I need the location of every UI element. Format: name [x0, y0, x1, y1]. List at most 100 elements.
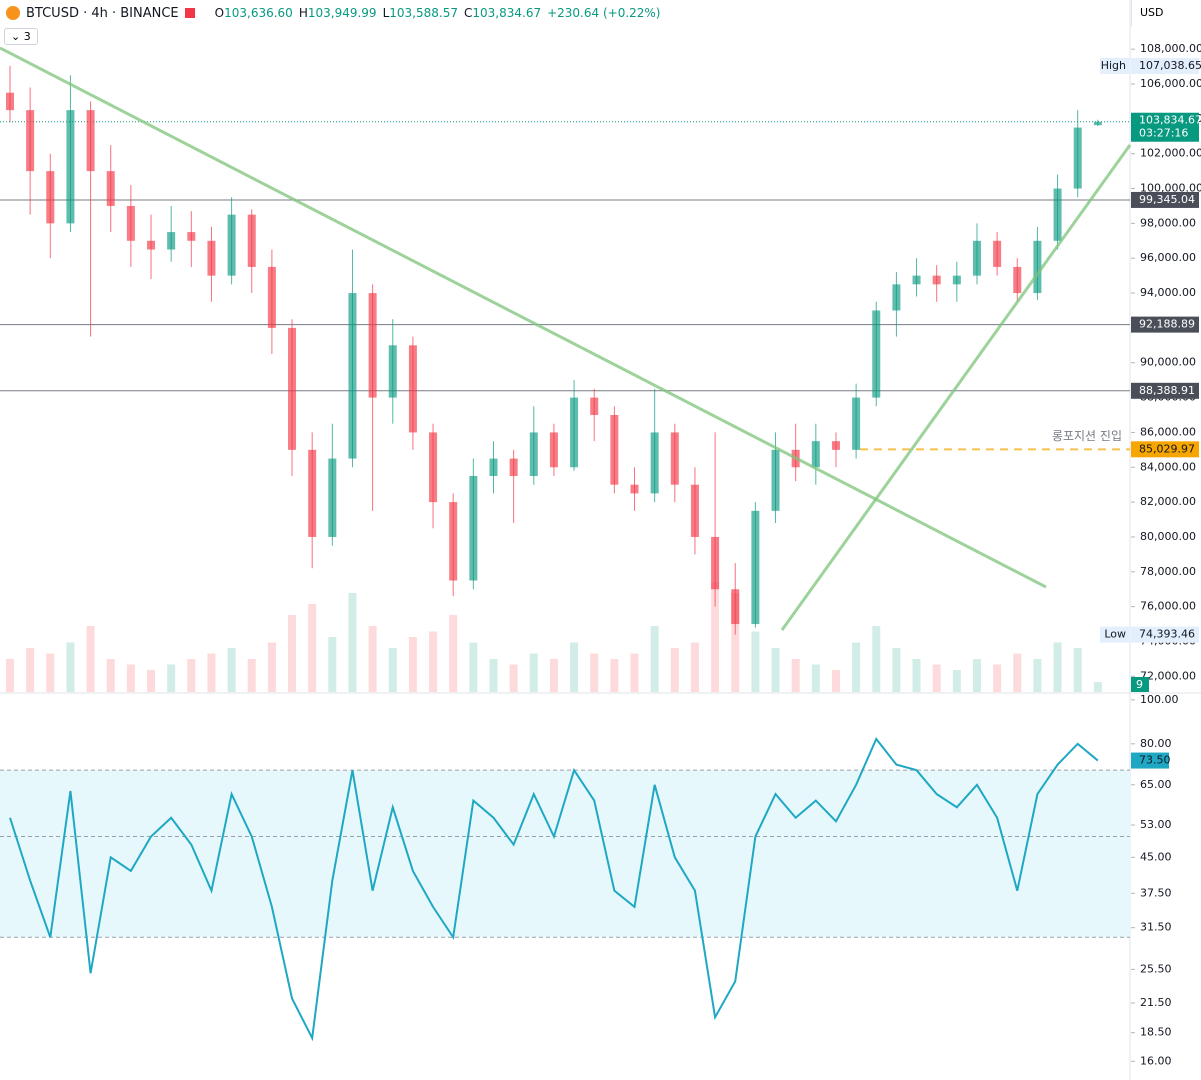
candle-body — [590, 397, 599, 416]
volume-bar — [1093, 682, 1102, 692]
volume-bar — [771, 648, 780, 692]
symbol[interactable]: BTCUSD · 4h · BINANCE — [26, 5, 179, 21]
y-tick-label: 108,000.00 — [1140, 42, 1201, 55]
volume-bar — [267, 642, 276, 692]
plot: 롱포지션 진입108,000.00106,000.00104,000.00102… — [0, 42, 1201, 1067]
volume-bar — [610, 659, 619, 692]
countdown: 03:27:16 — [1139, 127, 1188, 140]
candle-body — [388, 345, 397, 398]
volume-bar — [690, 642, 699, 692]
level-annotation: 롱포지션 진입 — [1052, 429, 1122, 443]
candle-body — [1033, 240, 1042, 294]
volume-bar — [751, 631, 760, 692]
volume-bar — [167, 664, 176, 692]
candle-body — [328, 458, 337, 537]
volume-bar — [469, 642, 478, 692]
candle-body — [912, 275, 921, 285]
indicator-toggle[interactable]: ⌄ 3 — [4, 28, 38, 45]
o-value: 103,636.60 — [224, 6, 293, 20]
candle-body — [852, 397, 861, 450]
candle-body — [66, 110, 75, 224]
y-tick-label: 21.50 — [1140, 996, 1172, 1009]
y-tick-label: 94,000.00 — [1140, 286, 1196, 299]
volume-bar — [429, 631, 438, 692]
level-label-box — [1131, 191, 1199, 208]
price-label: 107,038.65 — [1139, 59, 1201, 72]
volume-bar — [831, 670, 840, 692]
candle-body — [288, 327, 297, 450]
y-tick-label: 82,000.00 — [1140, 495, 1196, 508]
change: +230.64 (+0.22%) — [547, 6, 661, 20]
candle-body — [1073, 127, 1082, 189]
volume-bar — [952, 670, 961, 692]
volume-bar — [408, 637, 417, 692]
volume-bar — [892, 648, 901, 692]
candle-body — [147, 240, 156, 250]
candle-body — [690, 484, 699, 537]
volume-bar — [348, 593, 357, 692]
legend: BTCUSD · 4h · BINANCE O103,636.60 H103,9… — [0, 0, 661, 26]
level-label-box — [1131, 382, 1199, 399]
y-tick-label: 80.00 — [1140, 737, 1172, 750]
y-tick-label: 78,000.00 — [1140, 565, 1196, 578]
candle-body — [811, 441, 820, 468]
candle-body — [106, 171, 115, 206]
candle-body — [267, 266, 276, 328]
volume-bar — [449, 615, 458, 692]
y-tick-label: 18.50 — [1140, 1026, 1172, 1039]
candle-body — [368, 293, 377, 398]
l-value: 103,588.57 — [389, 6, 458, 20]
volume-bar — [86, 626, 95, 692]
volume-bar — [993, 664, 1002, 692]
candle-body — [126, 205, 135, 241]
volume-label-box — [1131, 677, 1149, 692]
candle-body — [469, 475, 478, 581]
candle-body — [932, 275, 941, 285]
y-tick-label: 25.50 — [1140, 962, 1172, 975]
volume-bar — [126, 664, 135, 692]
rsi-line — [9, 737, 1099, 1042]
volume-bar — [388, 648, 397, 692]
volume-bar — [791, 659, 800, 692]
volume-bar — [570, 642, 579, 692]
candle-body — [167, 232, 176, 250]
y-tick-label: 86,000.00 — [1140, 425, 1196, 438]
y-tick-label: 53.00 — [1140, 818, 1172, 831]
volume-bar — [207, 653, 216, 692]
candle-body — [1093, 121, 1102, 126]
currency[interactable]: USD — [1131, 0, 1201, 26]
y-tick-label: 45.00 — [1140, 850, 1172, 863]
candle-body — [670, 432, 679, 485]
y-tick-label: 96,000.00 — [1140, 251, 1196, 264]
h-label: H — [298, 6, 308, 20]
candle-body — [509, 458, 518, 476]
last-price: 103,834.67 — [1139, 114, 1201, 127]
y-tick-label: 31.50 — [1140, 921, 1172, 934]
candle-body — [429, 432, 438, 503]
candle-body — [207, 240, 216, 276]
candle-body — [549, 432, 558, 468]
y-tick-label: 84,000.00 — [1140, 460, 1196, 473]
level-label: 88,388.91 — [1139, 384, 1195, 397]
y-tick-label: 76,000.00 — [1140, 600, 1196, 613]
candle-body — [771, 449, 780, 511]
y-tick-label: 100,000.00 — [1140, 182, 1201, 195]
volume-bar — [1053, 642, 1062, 692]
volume-bar — [288, 615, 297, 692]
c-value: 103,834.67 — [472, 6, 542, 20]
volume-bar — [590, 653, 599, 692]
y-tick-label: 72,000.00 — [1140, 669, 1196, 682]
volume-bar — [328, 637, 337, 692]
volume-bar — [106, 659, 115, 692]
volume-bar — [650, 626, 659, 692]
y-tick-label: 106,000.00 — [1140, 77, 1201, 90]
volume-bar — [1033, 659, 1042, 692]
volume-bar — [731, 593, 740, 692]
y-tick-label: 98,000.00 — [1140, 216, 1196, 229]
candle-body — [872, 310, 881, 398]
volume-bar — [670, 648, 679, 692]
flag[interactable] — [184, 8, 195, 18]
candle-body — [46, 171, 55, 224]
level-label: 92,188.89 — [1139, 318, 1195, 331]
candle-body — [187, 232, 196, 241]
